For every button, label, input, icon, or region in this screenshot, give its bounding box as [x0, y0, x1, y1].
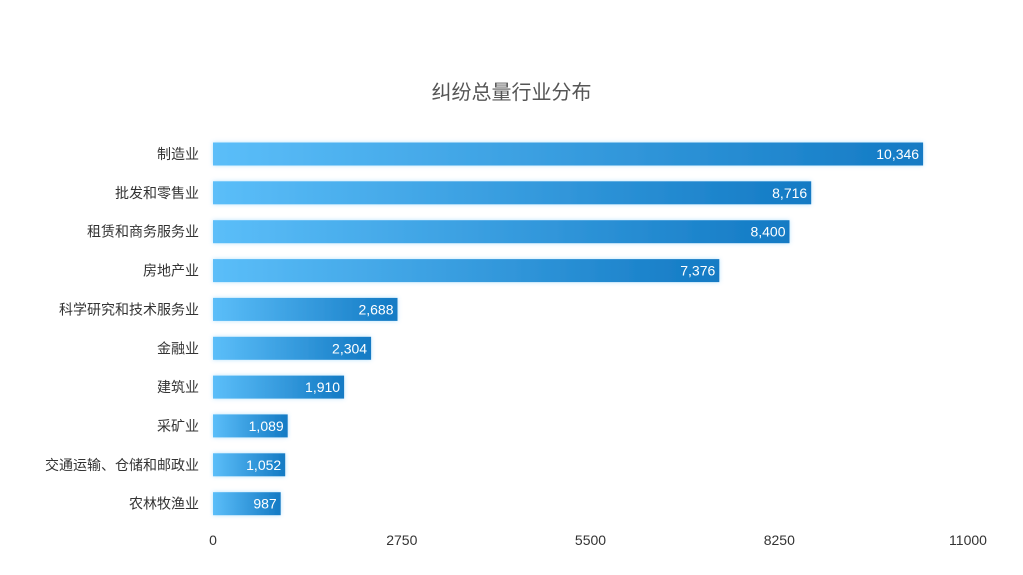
data-label: 1,910: [305, 379, 340, 395]
x-tick-label: 8250: [764, 532, 795, 548]
category-label: 科学研究和技术服务业: [59, 302, 199, 318]
bar: [213, 220, 790, 244]
x-tick-label: 11000: [949, 532, 987, 548]
category-label: 租赁和商务服务业: [87, 225, 199, 241]
data-label: 1,089: [249, 418, 284, 434]
bar: [213, 414, 288, 438]
data-label: 2,304: [332, 340, 367, 356]
bar: [213, 259, 720, 283]
bar: [213, 142, 924, 166]
category-label: 采矿业: [157, 419, 199, 435]
data-label: 8,400: [750, 224, 785, 240]
x-tick-label: 0: [209, 532, 217, 548]
bar: [213, 375, 345, 399]
bar: [213, 336, 372, 360]
bar: [213, 492, 281, 516]
bar: [213, 297, 398, 321]
bar: [213, 453, 286, 477]
x-tick-label: 2750: [386, 532, 417, 548]
data-label: 1,052: [246, 457, 281, 473]
chart-title: 纠纷总量行业分布: [431, 80, 592, 104]
data-label: 2,688: [358, 301, 393, 317]
data-label: 10,346: [876, 146, 919, 162]
data-label: 7,376: [680, 263, 715, 279]
data-label: 987: [253, 496, 277, 512]
bar: [213, 181, 812, 205]
category-label: 房地产业: [143, 264, 199, 280]
category-label: 交通运输、仓储和邮政业: [45, 457, 199, 474]
category-label: 制造业: [157, 147, 199, 163]
category-label: 金融业: [157, 341, 199, 357]
data-label: 8,716: [772, 185, 807, 201]
x-tick-label: 5500: [575, 532, 606, 548]
category-label: 农林牧渔业: [129, 497, 199, 513]
category-label: 批发和零售业: [115, 186, 199, 202]
category-label: 建筑业: [157, 380, 199, 396]
